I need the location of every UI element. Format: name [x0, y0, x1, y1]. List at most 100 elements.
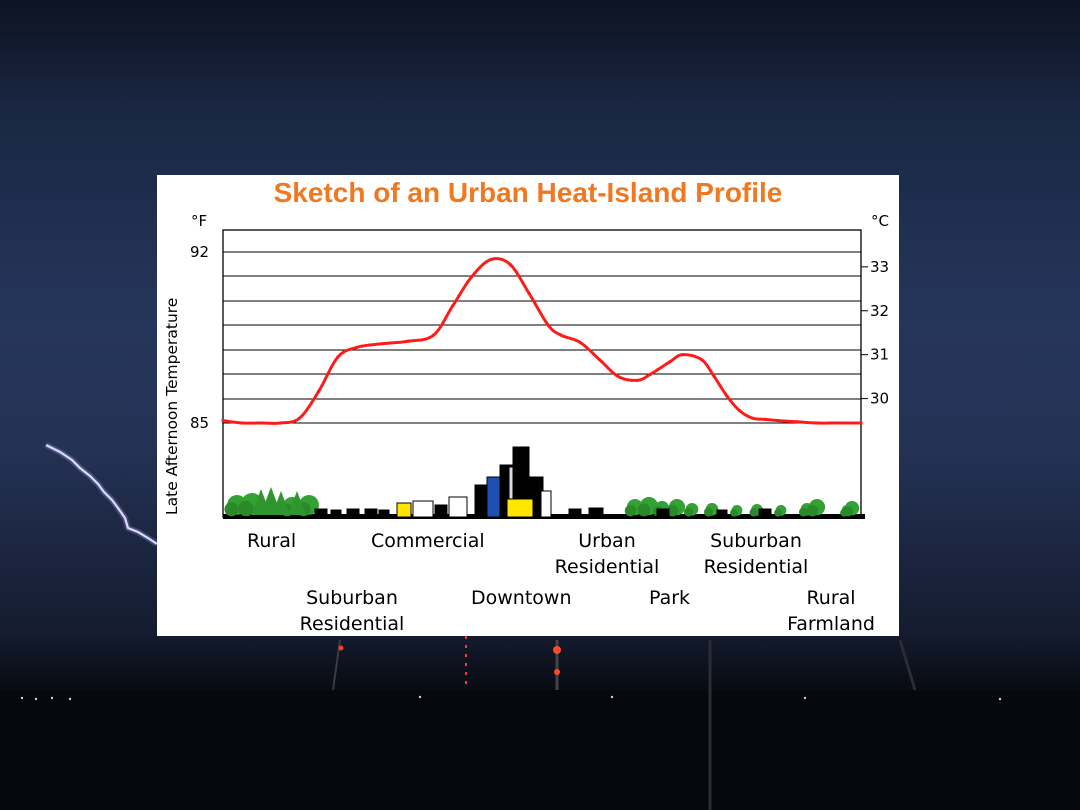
landscape-silhouette — [223, 446, 865, 519]
curve-point — [355, 345, 359, 349]
category-label: Suburban Residential — [295, 585, 409, 636]
tree — [624, 504, 637, 517]
category-label: Downtown — [471, 587, 572, 609]
curve-point — [240, 421, 244, 425]
category-label: Park — [649, 587, 691, 609]
y-tick-label-left: 85 — [190, 414, 209, 432]
pine-tree — [271, 491, 291, 515]
y-tick-label-right: 30 — [870, 390, 889, 408]
curve-point — [738, 409, 742, 413]
tree — [666, 504, 679, 517]
plot-frame — [222, 229, 862, 518]
curve-point — [750, 416, 755, 420]
tree — [799, 507, 808, 517]
curve-point — [680, 353, 684, 357]
curve-point — [259, 421, 263, 425]
lightning-bolt — [45, 444, 158, 545]
chart-panel: Sketch of an Urban Heat-Island Profile °… — [157, 175, 899, 636]
pine-tree — [287, 491, 307, 515]
curve-point — [317, 389, 321, 393]
curve-point — [527, 292, 531, 296]
curve-point — [763, 417, 767, 421]
tree — [806, 504, 819, 517]
category-label-line: Residential — [703, 556, 809, 578]
curve-point — [380, 342, 385, 346]
curve-point — [795, 420, 799, 424]
building — [378, 509, 390, 518]
temperature-curve-points — [221, 257, 863, 425]
curve-point — [406, 339, 410, 343]
y-tick-label-left: 92 — [190, 243, 209, 261]
curve-point — [616, 375, 621, 379]
building — [314, 508, 328, 518]
building — [364, 508, 378, 518]
building — [656, 508, 670, 518]
tree — [774, 508, 782, 517]
y-tick-label-right: 32 — [870, 302, 889, 320]
lightning-glow — [44, 442, 159, 547]
tree — [238, 500, 254, 517]
curve-point — [814, 421, 818, 425]
building — [588, 507, 604, 518]
curve-point — [776, 418, 780, 423]
chart-title: Sketch of an Urban Heat-Island Profile — [273, 177, 783, 208]
radio-towers — [332, 636, 917, 810]
curve-point — [297, 416, 302, 420]
curve-point — [451, 304, 455, 308]
building — [716, 509, 728, 518]
category-label-line: Suburban — [306, 587, 398, 609]
category-label-line: Residential — [299, 613, 405, 635]
curve-point — [336, 355, 340, 359]
tree — [224, 502, 239, 517]
building — [448, 496, 468, 518]
category-label-line: Farmland — [787, 613, 875, 635]
building — [330, 509, 342, 518]
building — [434, 504, 448, 518]
building — [396, 502, 412, 518]
curve-point — [725, 394, 729, 398]
curve-point — [278, 421, 283, 425]
curve-point — [546, 323, 550, 327]
tree — [749, 508, 758, 517]
tree — [637, 503, 651, 517]
building — [486, 476, 502, 518]
tree — [730, 508, 738, 517]
category-label: Suburban Residential — [700, 528, 812, 580]
y-ticks-right: 33 32 31 30 — [861, 258, 889, 408]
curve-point — [489, 257, 493, 262]
y-unit-left: °F — [191, 212, 208, 230]
curve-point — [597, 357, 602, 362]
curve-point — [648, 372, 653, 376]
chart-plot: 92 85 33 32 31 30 — [190, 229, 889, 519]
curve-point — [578, 340, 582, 345]
y-ticks-left: 92 85 — [190, 243, 209, 432]
building — [758, 508, 772, 518]
curve-point — [431, 333, 436, 337]
y-tick-label-right: 31 — [870, 346, 889, 364]
distant-lights — [20, 695, 1002, 701]
tree — [704, 507, 713, 517]
horizon-ground — [0, 690, 1080, 810]
y-tick-label-right: 33 — [870, 258, 889, 276]
curve-point — [508, 262, 512, 266]
y-unit-right: °C — [871, 212, 889, 230]
curve-point — [712, 375, 716, 379]
curve-point — [221, 418, 225, 423]
building — [540, 490, 552, 518]
curve-point — [833, 421, 838, 425]
curve-point — [559, 333, 563, 337]
category-label: Commercial — [371, 530, 485, 552]
category-label: Rural — [247, 530, 297, 552]
curve-point — [699, 357, 704, 362]
category-label-line: Urban — [578, 530, 636, 552]
building — [346, 508, 360, 518]
curve-point — [470, 275, 474, 279]
category-label-line: Suburban — [710, 530, 802, 552]
tree — [684, 507, 693, 517]
tree — [842, 506, 854, 517]
building — [568, 508, 582, 518]
category-label: Urban Residential — [551, 528, 663, 580]
building — [412, 500, 434, 518]
curve-point — [668, 360, 672, 364]
